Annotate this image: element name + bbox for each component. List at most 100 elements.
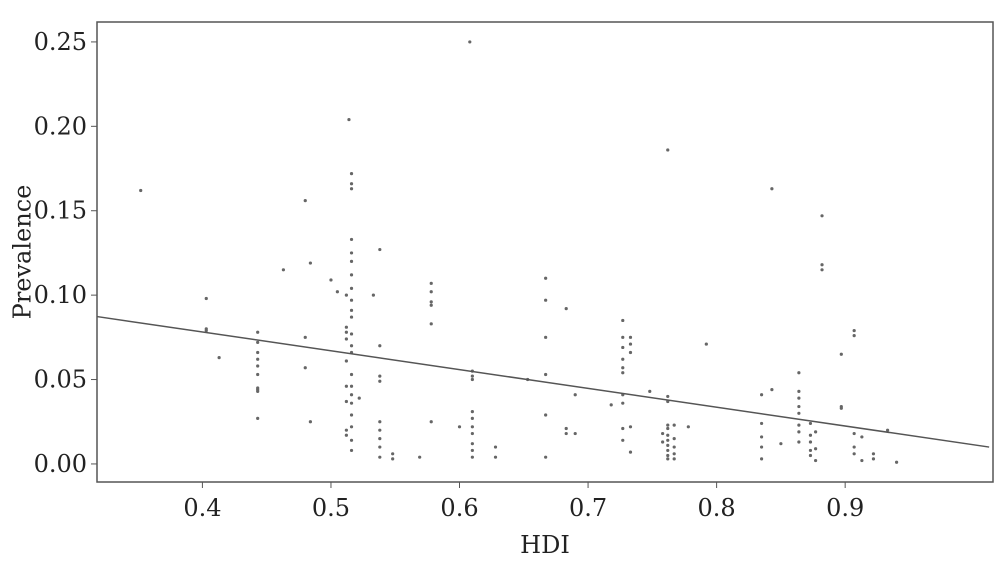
point [760,421,764,426]
point [347,117,351,122]
point [672,445,676,449]
point [564,307,568,311]
point [349,308,354,312]
point [344,293,348,297]
point [349,425,354,429]
point [329,278,333,282]
point [813,458,818,463]
point [544,372,548,377]
point [378,445,382,449]
point [349,448,354,453]
point [760,457,764,461]
point [808,440,813,444]
point [820,268,824,272]
point [894,460,899,464]
point [303,335,307,339]
x-tick-label: 0.8 [698,494,736,522]
x-axis-label: HDI [520,531,570,559]
point [344,359,348,363]
point [378,344,382,348]
point [349,344,354,348]
point [628,425,633,429]
point [378,379,382,383]
point [303,198,307,203]
point [391,452,395,456]
point [493,455,498,459]
point [760,393,764,397]
point [349,273,354,277]
point [871,452,876,456]
x-tick-label: 0.4 [183,494,221,522]
point [544,455,548,459]
point [335,290,339,294]
point [378,420,382,424]
point [852,445,856,449]
point [860,458,864,463]
point [349,413,354,417]
point [349,332,354,336]
plot-frame [96,21,994,483]
point [704,342,708,346]
point [797,423,801,427]
point [349,401,354,405]
point [429,420,433,424]
point [303,366,307,370]
point [573,431,577,436]
point [457,425,462,429]
point [666,394,670,399]
point [621,438,625,442]
point [621,371,625,375]
point [429,322,433,326]
point [544,298,548,302]
point [860,435,864,439]
point [852,452,856,456]
point [349,393,354,397]
point [204,296,208,301]
point [429,281,433,285]
point [256,364,260,368]
point [378,374,382,378]
point [621,401,625,405]
point [357,396,361,400]
point [661,431,665,436]
point [661,440,665,444]
point [852,334,856,338]
point [621,318,625,323]
point [470,455,474,459]
point [349,259,354,263]
point [820,263,824,267]
point [470,431,474,436]
point [666,443,670,447]
point [344,330,348,334]
point [621,335,625,339]
point [797,371,801,375]
point [666,148,670,152]
point [349,372,354,377]
point [760,435,764,439]
y-tick-label: 0.10 [34,281,87,309]
point [648,389,652,393]
point [621,366,625,370]
y-tick-label: 0.05 [34,366,87,394]
point [371,293,375,297]
point [797,404,801,409]
y-tick-label: 0.25 [34,28,87,56]
point [217,355,221,360]
point [349,187,354,191]
point [628,342,633,346]
point [349,286,354,290]
point [139,188,143,193]
point [573,393,577,397]
point [429,300,433,304]
point [666,426,670,431]
point [666,448,670,453]
point [797,411,801,415]
point [609,403,613,407]
point [621,345,625,350]
point [839,406,843,410]
point [470,416,474,420]
point [871,457,876,461]
y-axis-label: Prevalence [9,185,37,320]
point [672,457,676,461]
point [344,325,348,329]
